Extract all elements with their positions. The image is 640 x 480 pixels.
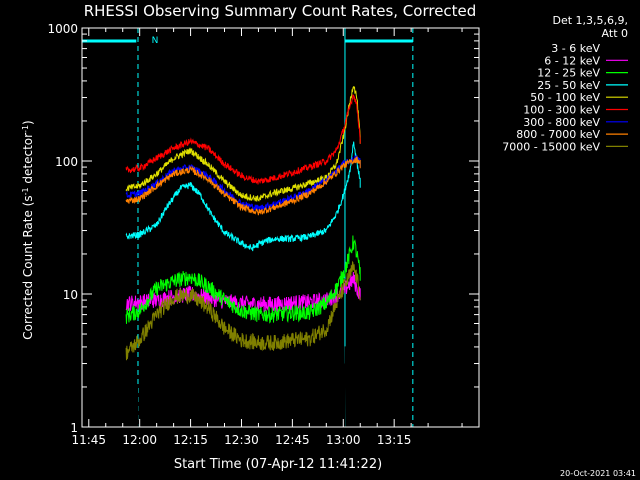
series-line-6-12-kev bbox=[125, 271, 361, 313]
series-line-800-7000-kev bbox=[125, 156, 361, 216]
x-tick-label: 13:00 bbox=[326, 433, 361, 447]
timestamp: 20-Oct-2021 03:41 bbox=[560, 469, 636, 478]
legend-label: 3 - 6 keV bbox=[551, 42, 600, 55]
legend-label: 6 - 12 keV bbox=[544, 54, 600, 67]
x-tick-label: 12:15 bbox=[173, 433, 208, 447]
legend-label: 25 - 50 keV bbox=[537, 79, 600, 92]
series-line-3-6-kev bbox=[125, 346, 361, 428]
series-line-100-300-kev bbox=[125, 94, 361, 185]
x-tick-label: 12:00 bbox=[122, 433, 157, 447]
x-tick-label: 13:15 bbox=[377, 433, 412, 447]
y-tick-label: 10 bbox=[63, 288, 78, 302]
series-line-7000-15000-kev bbox=[125, 260, 361, 361]
legend-label: 300 - 800 keV bbox=[523, 116, 600, 129]
legend-header-line2: Att 0 bbox=[602, 27, 628, 40]
legend-header-line1: Det 1,3,5,6,9, bbox=[552, 14, 628, 27]
x-tick-label: 12:45 bbox=[275, 433, 310, 447]
legend-label: 12 - 25 keV bbox=[537, 67, 600, 80]
legend-label: 50 - 100 keV bbox=[530, 91, 600, 104]
plot-frame bbox=[81, 27, 480, 428]
legend-label: 100 - 300 keV bbox=[523, 104, 600, 117]
y-tick-label: 1000 bbox=[47, 22, 78, 36]
legend-label: 800 - 7000 keV bbox=[516, 128, 600, 141]
x-tick-label: 12:30 bbox=[224, 433, 259, 447]
x-axis-label: Start Time (07-Apr-12 11:41:22) bbox=[174, 457, 382, 472]
y-axis-label: Corrected Count Rate (s-1 detector-1) bbox=[21, 120, 36, 339]
legend-label: 7000 - 15000 keV bbox=[502, 140, 600, 153]
x-tick-label: 11:45 bbox=[71, 433, 106, 447]
chart-title: RHESSI Observing Summary Count Rates, Co… bbox=[84, 2, 477, 20]
y-tick-label: 100 bbox=[55, 155, 78, 169]
n-marker-label: N bbox=[152, 36, 159, 46]
y-tick-label: 1 bbox=[70, 421, 78, 435]
series-line-25-50-kev bbox=[125, 141, 361, 252]
series-line-12-25-kev bbox=[125, 235, 361, 324]
